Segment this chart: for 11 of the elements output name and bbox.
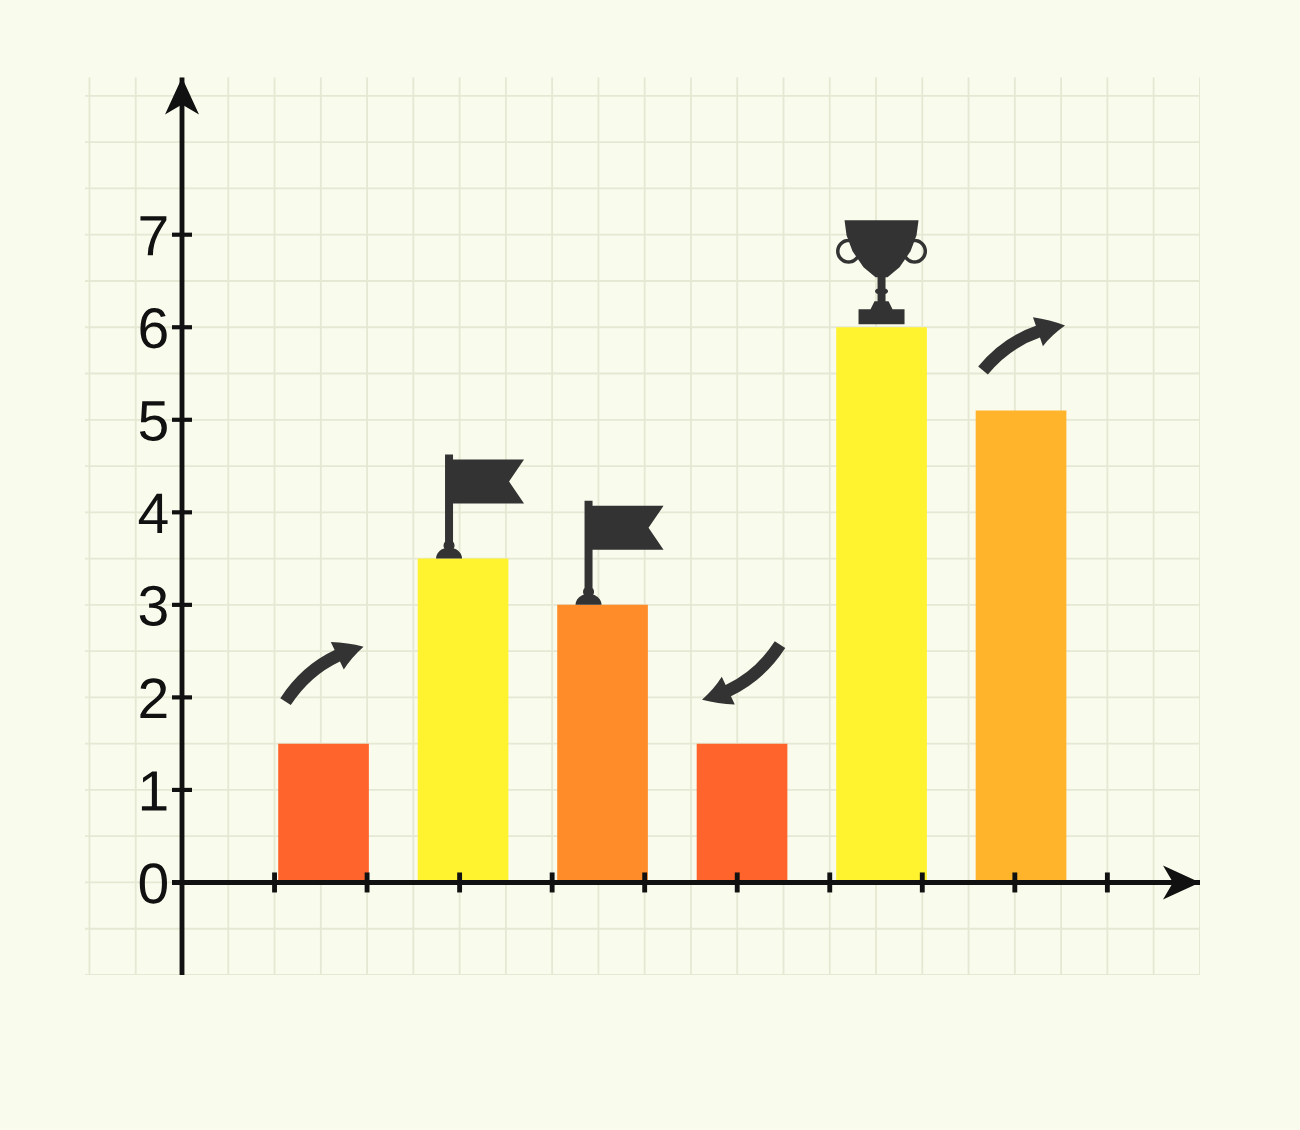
- y-tick-label: 4: [138, 493, 168, 533]
- y-tick-label: 5: [139, 401, 167, 441]
- bar: [696, 743, 788, 883]
- y-tick-label: 3: [139, 585, 167, 627]
- bar: [278, 743, 369, 883]
- y-tick-label: 1: [141, 771, 167, 811]
- y-tick-label: 6: [140, 308, 167, 349]
- y-tick-label: 2: [140, 678, 167, 719]
- y-tick-label: 0: [139, 863, 167, 904]
- bar: [975, 410, 1067, 883]
- y-tick-label: 7: [140, 216, 167, 256]
